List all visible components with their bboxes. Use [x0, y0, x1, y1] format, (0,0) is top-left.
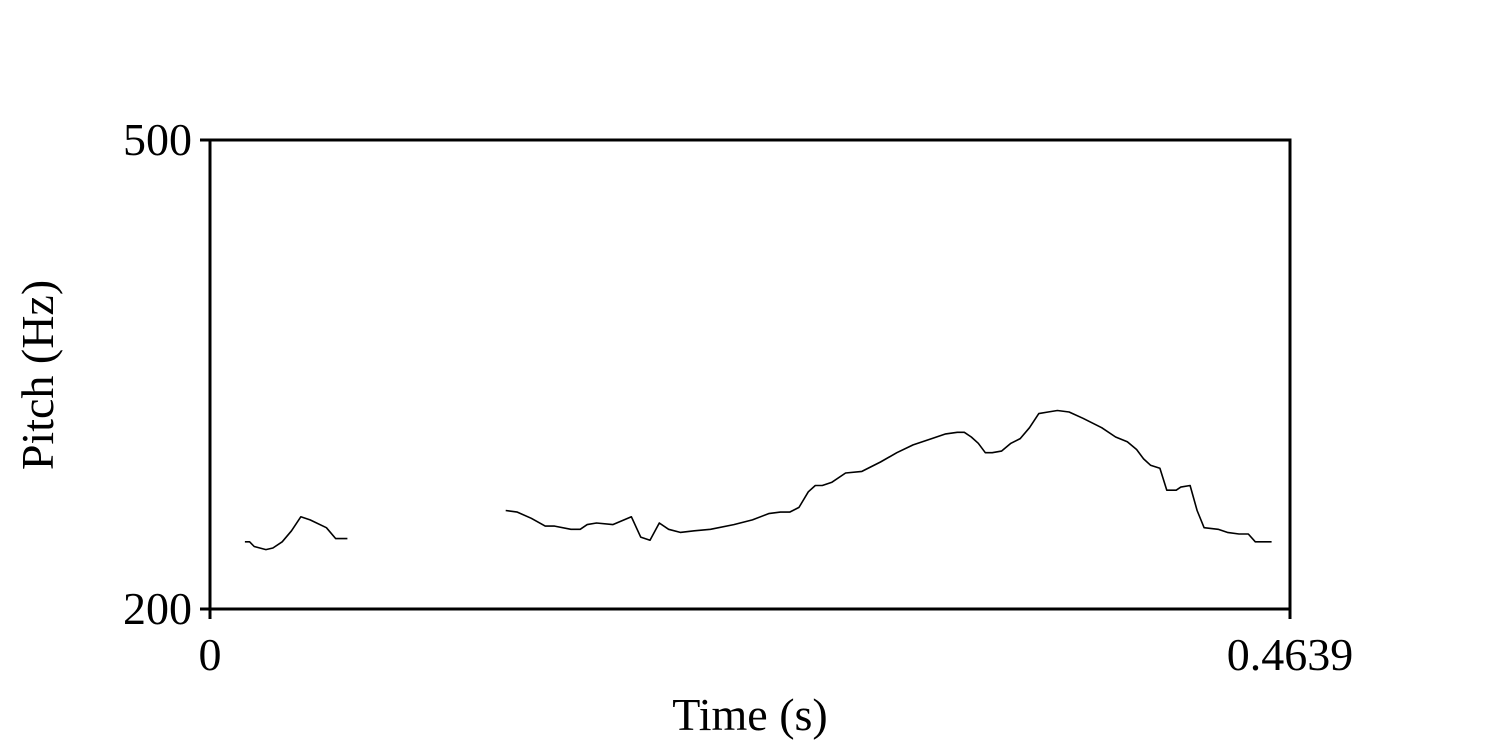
y-axis-title: Pitch (Hz): [12, 280, 63, 470]
x-axis-title: Time (s): [672, 689, 828, 740]
pitch-contour-segment: [505, 409, 1272, 543]
pitch-contour-segment: [244, 515, 348, 551]
x-tick-label-min: 0: [199, 629, 222, 680]
axis-ticks: [200, 138, 1292, 619]
y-tick-label-max: 500: [123, 114, 192, 165]
plot-frame: [208, 138, 1292, 611]
x-tick-label-max: 0.4639: [1227, 629, 1354, 680]
y-tick-label-min: 200: [123, 583, 192, 634]
plot-area: [244, 409, 1272, 551]
